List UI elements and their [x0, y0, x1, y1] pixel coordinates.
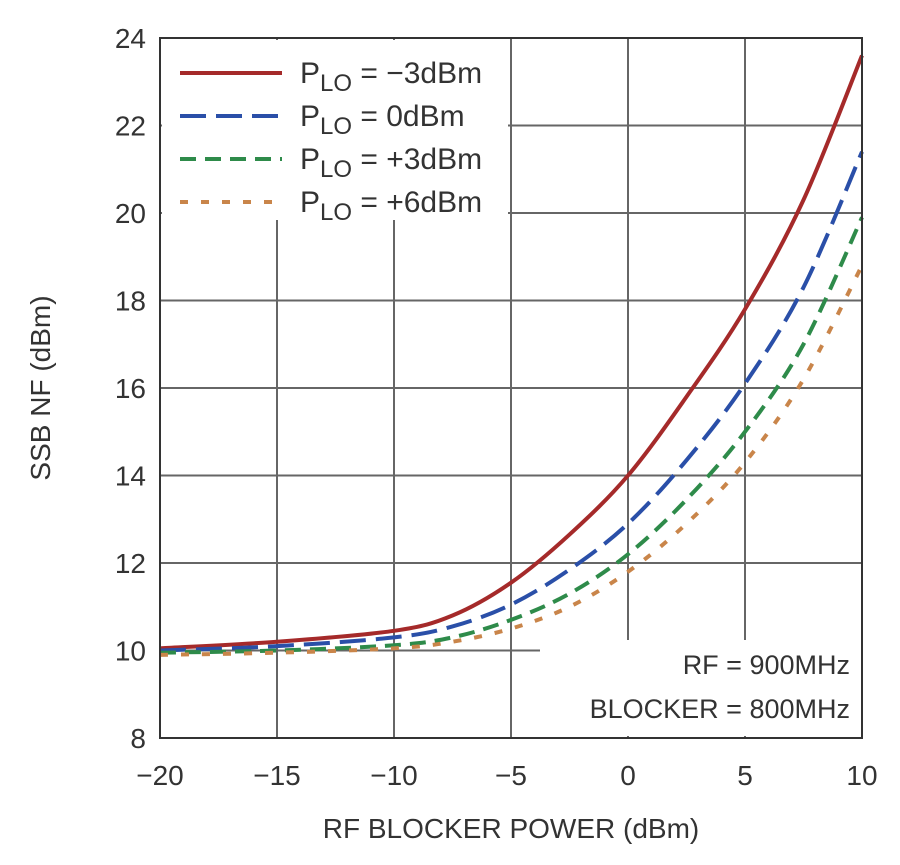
- x-tick-label: 10: [846, 760, 877, 791]
- y-tick-label: 8: [130, 723, 146, 754]
- x-axis-label: RF BLOCKER POWER (dBm): [323, 813, 699, 844]
- curves: [159, 54, 864, 657]
- legend-background: [162, 40, 508, 220]
- annotation-rf: RF = 900MHz: [683, 650, 850, 680]
- y-tick-label: 24: [115, 23, 146, 54]
- y-axis-label: SSB NF (dBm): [25, 295, 56, 480]
- y-tick-label: 20: [115, 198, 146, 229]
- x-tick-label: −15: [253, 760, 301, 791]
- x-tick-label: 0: [620, 760, 636, 791]
- y-tick-label: 10: [115, 636, 146, 667]
- legend-label: PLO = +3dBm: [300, 143, 482, 183]
- series-line-2: [159, 216, 864, 655]
- x-tick-label: −5: [495, 760, 527, 791]
- y-tick-label: 18: [115, 286, 146, 317]
- x-tick-label: 5: [737, 760, 753, 791]
- annotation-blocker: BLOCKER = 800MHz: [590, 694, 850, 724]
- series-line-0: [159, 54, 864, 651]
- annotation-background: [540, 640, 860, 736]
- y-tick-label: 22: [115, 111, 146, 142]
- legend-label: PLO = +6dBm: [300, 186, 482, 226]
- tick-labels: −20 −15 −10 −5 0 5 10 8 10 12 14 16 18 20 22 24: [115, 23, 878, 791]
- grid: [159, 37, 863, 739]
- x-tick-label: −20: [136, 760, 184, 791]
- x-tick-label: −10: [370, 760, 418, 791]
- y-tick-label: 16: [115, 373, 146, 404]
- plot-frame: [159, 37, 863, 739]
- legend-label: PLO = 0dBm: [300, 100, 465, 140]
- y-tick-label: 14: [115, 461, 146, 492]
- y-tick-label: 12: [115, 548, 146, 579]
- series-line-1: [159, 150, 864, 653]
- series-line-3: [159, 264, 864, 657]
- legend-label: PLO = −3dBm: [300, 57, 482, 97]
